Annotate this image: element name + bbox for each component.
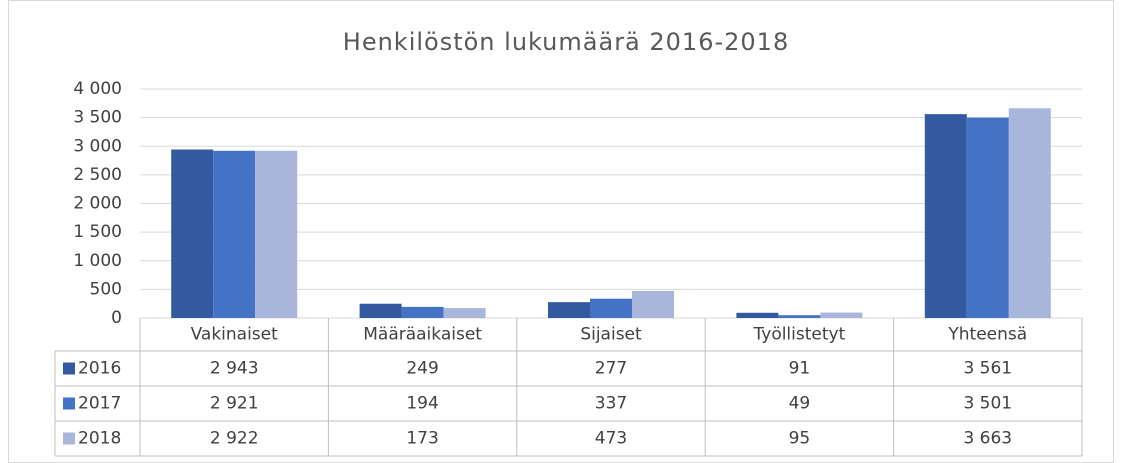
y-tick-label: 4 000 [73,79,122,99]
table-value: 3 501 [963,394,1012,414]
y-tick-label: 0 [111,308,122,328]
bar [1008,108,1051,319]
chart-title: Henkilöstön lukumäärä 2016-2018 [343,28,789,56]
y-tick-label: 2 500 [73,165,122,185]
table-value: 91 [789,359,811,379]
bar [401,306,444,318]
bar [359,303,402,318]
bar [632,290,674,318]
bar [548,302,590,318]
table-value: 95 [789,429,811,449]
table-value: 2 922 [210,429,259,449]
bar [966,117,1009,318]
legend-key [63,362,75,375]
bar [590,298,632,318]
x-tick-label: Sijaiset [580,325,642,345]
y-tick-label: 3 500 [73,108,122,128]
y-tick-label: 1 500 [73,222,122,242]
table-value: 194 [406,394,438,414]
y-tick-label: 3 000 [73,136,122,156]
table-value: 337 [595,394,627,414]
x-tick-label: Yhteensä [947,325,1027,345]
table-value: 2 943 [210,359,259,379]
legend-key [63,432,75,445]
table-value: 173 [406,429,438,449]
table-value: 249 [406,359,438,379]
table-value: 473 [595,429,627,449]
legend-key [63,397,75,410]
bar [778,315,821,318]
bar [443,308,486,318]
bar [213,150,256,318]
legend-label: 2017 [78,394,121,414]
y-tick-label: 500 [90,279,122,299]
bar [820,312,863,318]
table-value: 3 663 [963,429,1012,449]
bar [255,150,298,318]
x-tick-label: Vakinaiset [191,325,279,345]
y-tick-label: 1 000 [73,251,122,271]
table-value: 277 [595,359,627,379]
bar [924,114,967,318]
table-value: 3 561 [963,359,1012,379]
table-value: 49 [789,394,811,414]
legend-label: 2016 [78,359,121,379]
y-tick-label: 2 000 [73,194,122,214]
bar [736,312,779,318]
table-value: 2 921 [210,394,259,414]
x-tick-label: Työllistetyt [753,325,846,345]
x-tick-label: Määräaikaiset [363,325,482,345]
bar [171,149,214,318]
legend-label: 2018 [78,429,121,449]
